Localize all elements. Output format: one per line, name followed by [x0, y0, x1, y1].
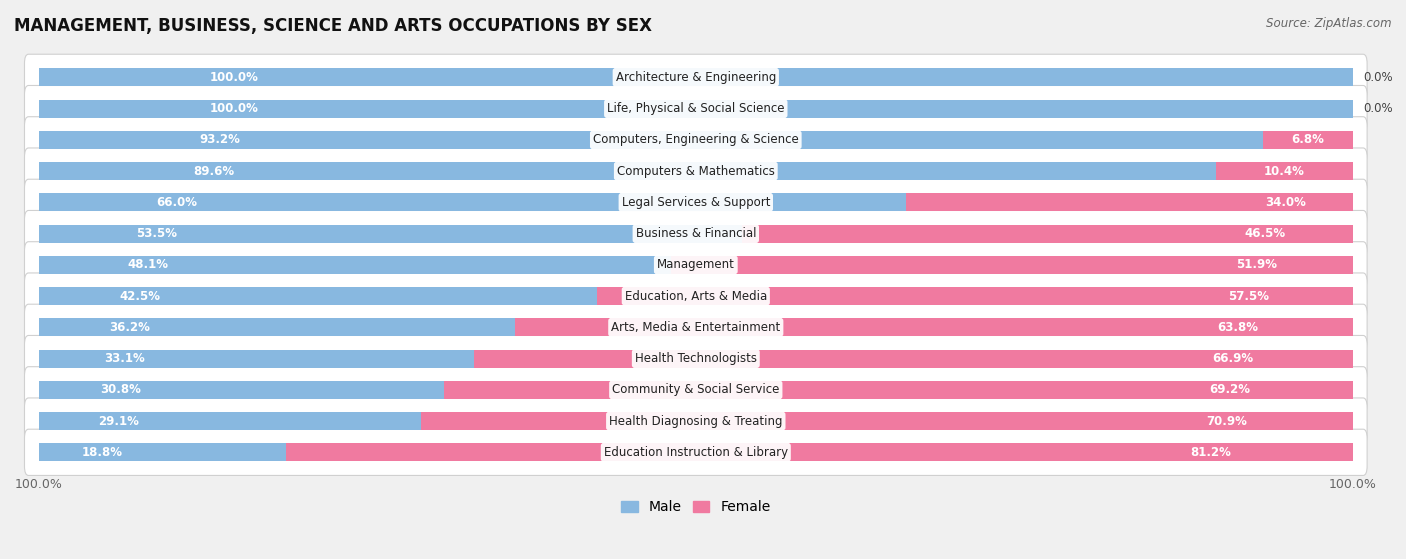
- Text: 51.9%: 51.9%: [1236, 258, 1278, 271]
- FancyBboxPatch shape: [24, 429, 1367, 476]
- Text: Life, Physical & Social Science: Life, Physical & Social Science: [607, 102, 785, 115]
- FancyBboxPatch shape: [24, 304, 1367, 350]
- Bar: [39, 225, 742, 243]
- Text: 70.9%: 70.9%: [1206, 415, 1247, 428]
- Text: 42.5%: 42.5%: [120, 290, 160, 302]
- Text: Education, Arts & Media: Education, Arts & Media: [624, 290, 766, 302]
- Text: Source: ZipAtlas.com: Source: ZipAtlas.com: [1267, 17, 1392, 30]
- Text: Business & Financial: Business & Financial: [636, 227, 756, 240]
- FancyBboxPatch shape: [24, 367, 1367, 413]
- Text: 89.6%: 89.6%: [194, 164, 235, 178]
- Text: Computers & Mathematics: Computers & Mathematics: [617, 164, 775, 178]
- Text: 46.5%: 46.5%: [1244, 227, 1286, 240]
- FancyBboxPatch shape: [24, 398, 1367, 444]
- Bar: [39, 381, 443, 399]
- Bar: [671, 256, 1353, 274]
- Bar: [39, 443, 285, 461]
- Text: 29.1%: 29.1%: [98, 415, 139, 428]
- Text: 63.8%: 63.8%: [1218, 321, 1258, 334]
- Text: 0.0%: 0.0%: [1364, 102, 1393, 115]
- Text: Legal Services & Support: Legal Services & Support: [621, 196, 770, 209]
- Text: 66.0%: 66.0%: [156, 196, 197, 209]
- Text: 34.0%: 34.0%: [1265, 196, 1306, 209]
- FancyBboxPatch shape: [24, 179, 1367, 225]
- FancyBboxPatch shape: [24, 86, 1367, 132]
- Text: 33.1%: 33.1%: [104, 352, 145, 365]
- Bar: [39, 193, 905, 211]
- Text: 57.5%: 57.5%: [1227, 290, 1268, 302]
- Bar: [443, 381, 1353, 399]
- Bar: [742, 225, 1353, 243]
- Bar: [39, 287, 598, 305]
- Bar: [39, 412, 422, 430]
- Text: Community & Social Service: Community & Social Service: [612, 383, 779, 396]
- Bar: [474, 349, 1353, 368]
- Bar: [905, 193, 1353, 211]
- Bar: [1216, 162, 1353, 180]
- Text: 69.2%: 69.2%: [1209, 383, 1250, 396]
- Text: 93.2%: 93.2%: [200, 134, 240, 146]
- Text: 36.2%: 36.2%: [110, 321, 150, 334]
- Text: 53.5%: 53.5%: [136, 227, 177, 240]
- Bar: [39, 318, 515, 337]
- FancyBboxPatch shape: [24, 273, 1367, 319]
- Bar: [422, 412, 1353, 430]
- Text: Health Diagnosing & Treating: Health Diagnosing & Treating: [609, 415, 783, 428]
- FancyBboxPatch shape: [24, 211, 1367, 257]
- Text: Management: Management: [657, 258, 735, 271]
- Bar: [598, 287, 1353, 305]
- Text: 66.9%: 66.9%: [1212, 352, 1254, 365]
- Text: MANAGEMENT, BUSINESS, SCIENCE AND ARTS OCCUPATIONS BY SEX: MANAGEMENT, BUSINESS, SCIENCE AND ARTS O…: [14, 17, 652, 35]
- Bar: [39, 131, 1264, 149]
- Bar: [39, 68, 1353, 87]
- Text: 0.0%: 0.0%: [1364, 71, 1393, 84]
- Text: 48.1%: 48.1%: [128, 258, 169, 271]
- Text: Architecture & Engineering: Architecture & Engineering: [616, 71, 776, 84]
- Bar: [39, 349, 474, 368]
- Text: 100.0%: 100.0%: [209, 102, 259, 115]
- Legend: Male, Female: Male, Female: [616, 495, 776, 520]
- Text: Health Technologists: Health Technologists: [634, 352, 756, 365]
- Text: 81.2%: 81.2%: [1191, 446, 1232, 459]
- Text: Arts, Media & Entertainment: Arts, Media & Entertainment: [612, 321, 780, 334]
- Bar: [39, 100, 1353, 117]
- FancyBboxPatch shape: [24, 148, 1367, 194]
- FancyBboxPatch shape: [24, 335, 1367, 382]
- Text: 18.8%: 18.8%: [82, 446, 122, 459]
- FancyBboxPatch shape: [24, 241, 1367, 288]
- FancyBboxPatch shape: [24, 117, 1367, 163]
- Bar: [1264, 131, 1353, 149]
- FancyBboxPatch shape: [24, 54, 1367, 101]
- Bar: [515, 318, 1353, 337]
- Bar: [39, 256, 671, 274]
- Bar: [39, 162, 1216, 180]
- Text: 30.8%: 30.8%: [101, 383, 142, 396]
- Text: Education Instruction & Library: Education Instruction & Library: [603, 446, 787, 459]
- Text: Computers, Engineering & Science: Computers, Engineering & Science: [593, 134, 799, 146]
- Bar: [285, 443, 1353, 461]
- Text: 10.4%: 10.4%: [1264, 164, 1305, 178]
- Text: 6.8%: 6.8%: [1292, 134, 1324, 146]
- Text: 100.0%: 100.0%: [209, 71, 259, 84]
